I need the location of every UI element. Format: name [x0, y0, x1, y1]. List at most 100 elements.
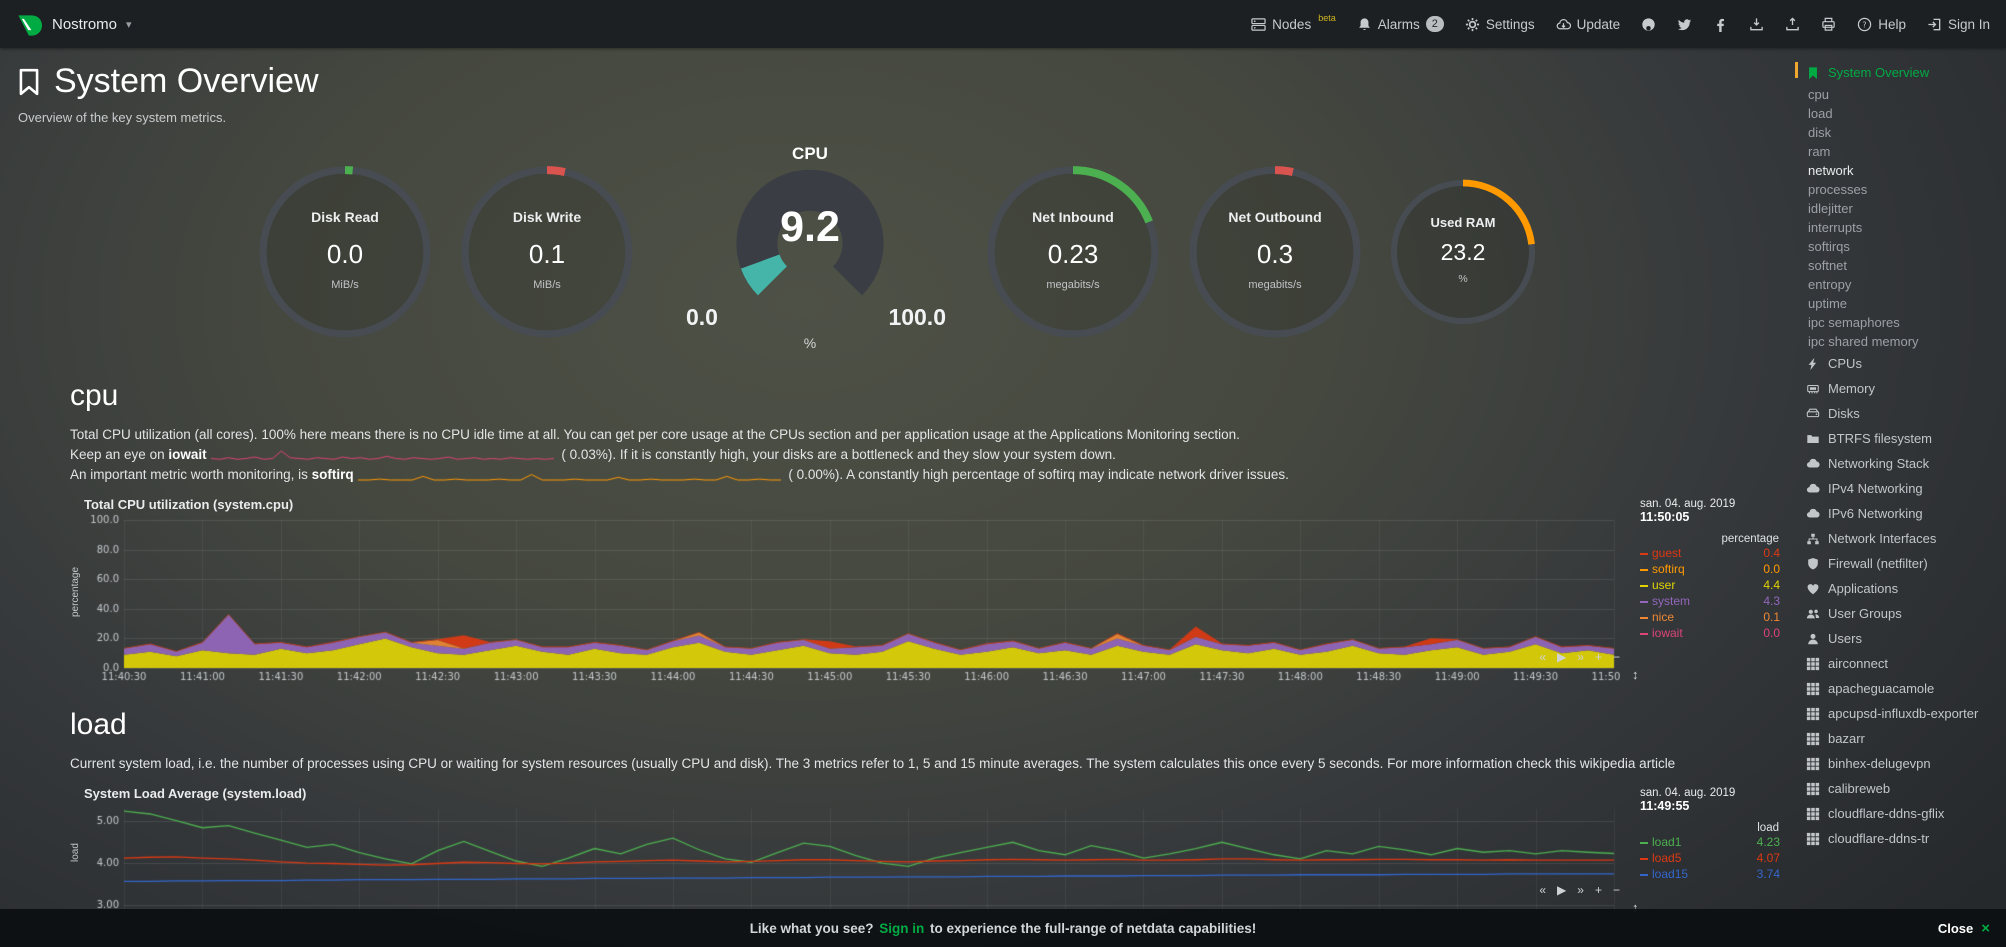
sidebar-item-network-interfaces[interactable]: Network Interfaces: [1806, 526, 1998, 551]
sidebar-item-firewall-netfilter[interactable]: Firewall (netfilter): [1806, 551, 1998, 576]
softirq-sparkline[interactable]: [356, 468, 782, 483]
topbar-item-sign-in[interactable]: Sign In: [1927, 17, 1990, 32]
description-text: ( 0.00%). A constantly high percentage o…: [784, 467, 1289, 482]
load-chart-resize-handle[interactable]: ↕: [1632, 900, 1639, 915]
iowait-sparkline[interactable]: [209, 448, 555, 463]
gauge-disk-read[interactable]: Disk Read 0.0 MiB/s: [256, 163, 434, 341]
chart-toolbar-button[interactable]: −: [1612, 650, 1620, 664]
sidebar-subitem-load[interactable]: load: [1808, 106, 1833, 121]
sidebar-item-apcupsd-influxdb-exporter[interactable]: apcupsd-influxdb-exporter: [1806, 701, 1998, 726]
gauge-net-inbound[interactable]: Net Inbound 0.23 megabits/s: [984, 163, 1162, 341]
grid-icon: [1806, 832, 1820, 846]
sidebar-subitem-ipc-shared-memory[interactable]: ipc shared memory: [1808, 334, 1919, 349]
chart-toolbar-button[interactable]: ▶: [1557, 650, 1567, 664]
sidebar-item-airconnect[interactable]: airconnect: [1806, 651, 1998, 676]
legend-row-system[interactable]: system 4.3: [1640, 593, 1780, 609]
chart-toolbar-button[interactable]: »: [1577, 883, 1584, 897]
legend-row-nice[interactable]: nice 0.1: [1640, 609, 1780, 625]
topbar-item-help[interactable]: ? Help: [1857, 17, 1906, 32]
chart-toolbar-button[interactable]: ▶: [1557, 883, 1567, 897]
gauge-used-ram[interactable]: Used RAM 23.2 %: [1388, 177, 1538, 327]
cpu-chart-ylabel: percentage: [70, 566, 81, 617]
cpu-chart-resize-handle[interactable]: ↕: [1632, 667, 1639, 682]
sidebar-subitem-cpu[interactable]: cpu: [1808, 87, 1829, 102]
legend-row-load15[interactable]: load15 3.74: [1640, 866, 1780, 882]
legend-row-guest[interactable]: guest 0.4: [1640, 545, 1780, 561]
chart-toolbar-button[interactable]: »: [1577, 650, 1584, 664]
sidebar-item-ipv4-networking[interactable]: IPv4 Networking: [1806, 476, 1998, 501]
sidebar-subitem-idlejitter[interactable]: idlejitter: [1808, 201, 1853, 216]
sidebar-item-cloudflare-ddns-tr[interactable]: cloudflare-ddns-tr: [1806, 826, 1998, 851]
legend-row-softirq[interactable]: softirq 0.0: [1640, 561, 1780, 577]
sidebar-item-bazarr[interactable]: bazarr: [1806, 726, 1998, 751]
chart-toolbar-button[interactable]: +: [1594, 883, 1602, 897]
gauge-cpu[interactable]: CPU 9.2 0.0 100.0 %: [660, 141, 960, 359]
cpu-chart-legend: san. 04. aug. 2019 11:50:05 percentage g…: [1630, 497, 1780, 686]
sidebar-item-apacheguacamole[interactable]: apacheguacamole: [1806, 676, 1998, 701]
sidebar-item-calibreweb[interactable]: calibreweb: [1806, 776, 1998, 801]
chart-toolbar-button[interactable]: «: [1539, 883, 1547, 897]
gauge-disk-write[interactable]: Disk Write 0.1 MiB/s: [458, 163, 636, 341]
section-load: load Current system load, i.e. the numbe…: [0, 708, 1794, 919]
sidebar-subitem-interrupts[interactable]: interrupts: [1808, 220, 1863, 235]
legend-row-load5[interactable]: load5 4.07: [1640, 850, 1780, 866]
chart-toolbar-button[interactable]: +: [1594, 650, 1602, 664]
sidebar-subitem-ram[interactable]: ram: [1808, 144, 1831, 159]
sidebar-item-disks[interactable]: Disks: [1806, 401, 1998, 426]
node-selector[interactable]: Nostromo ▾: [16, 11, 132, 38]
net-inbound-ring-icon: [987, 166, 1159, 338]
load-chart: load System Load Average (system.load) «…: [70, 786, 1794, 919]
node-name: Nostromo: [52, 15, 118, 33]
sidebar-subitem-network[interactable]: network: [1808, 163, 1854, 178]
sidebar-item-binhex-delugevpn[interactable]: binhex-delugevpn: [1806, 751, 1998, 776]
legend-dimension-value: 3.74: [1756, 867, 1780, 881]
cloud-icon: [1806, 482, 1820, 496]
grid-icon: [1806, 782, 1820, 796]
legend-dimension-name: load15: [1640, 866, 1688, 882]
sidebar-subitem-processes[interactable]: processes: [1808, 182, 1868, 197]
sidebar-item-cloudflare-ddns-gflix[interactable]: cloudflare-ddns-gflix: [1806, 801, 1998, 826]
sidebar-item-btrfs-filesystem[interactable]: BTRFS filesystem: [1806, 426, 1998, 451]
topbar-item-upload[interactable]: [1785, 16, 1800, 32]
sidebar-subitem-uptime[interactable]: uptime: [1808, 296, 1848, 311]
sidebar-item-user-groups[interactable]: User Groups: [1806, 601, 1998, 626]
sidebar-subitem-entropy[interactable]: entropy: [1808, 277, 1852, 292]
sidebar-item-ipv6-networking[interactable]: IPv6 Networking: [1806, 501, 1998, 526]
chart-toolbar-button[interactable]: −: [1612, 883, 1620, 897]
legend-row-load1[interactable]: load1 4.23: [1640, 834, 1780, 850]
sidebar-item-cpus[interactable]: CPUs: [1806, 351, 1998, 376]
legend-row-iowait[interactable]: iowait 0.0: [1640, 625, 1780, 641]
gauge-title: Net Inbound: [1032, 209, 1114, 225]
sidebar-item-applications[interactable]: Applications: [1806, 576, 1998, 601]
legend-time: 11:50:05: [1640, 510, 1690, 524]
legend-row-user[interactable]: user 4.4: [1640, 577, 1780, 593]
load-chart-canvas[interactable]: [84, 803, 1620, 919]
topbar-item-github[interactable]: [1641, 17, 1656, 32]
grid-icon: [1806, 757, 1820, 771]
topbar-item-facebook[interactable]: [1713, 17, 1728, 32]
signin-link[interactable]: Sign in: [879, 920, 925, 936]
sidebar-subitem-disk[interactable]: disk: [1808, 125, 1832, 140]
topbar-item-update[interactable]: Update: [1556, 17, 1620, 32]
topbar-item-alarms[interactable]: Alarms 2: [1357, 16, 1444, 32]
sidebar-subitem-softnet[interactable]: softnet: [1808, 258, 1848, 273]
banner-close-button[interactable]: Close ×: [1938, 920, 1990, 937]
chart-toolbar-button[interactable]: «: [1539, 650, 1547, 664]
close-icon: ×: [1981, 919, 1990, 937]
sidebar-item-networking-stack[interactable]: Networking Stack: [1806, 451, 1998, 476]
topbar-item-download[interactable]: [1749, 17, 1764, 32]
sidebar-subitem-ipc-semaphores[interactable]: ipc semaphores: [1808, 315, 1900, 330]
topbar-item-print[interactable]: [1821, 17, 1836, 32]
cpu-chart: percentage Total CPU utilization (system…: [70, 497, 1794, 686]
sidebar-subitem-softirqs[interactable]: softirqs: [1808, 239, 1850, 254]
topbar-item-settings[interactable]: Settings: [1465, 17, 1535, 32]
sidebar-item-users[interactable]: Users: [1806, 626, 1998, 651]
sidebar-item-system-overview[interactable]: System Overview: [1806, 60, 1998, 85]
topbar-item-twitter[interactable]: [1677, 17, 1692, 32]
twitter-icon: [1677, 17, 1692, 32]
topbar-item-nodes[interactable]: Nodes beta: [1251, 13, 1336, 32]
gauge-net-outbound[interactable]: Net Outbound 0.3 megabits/s: [1186, 163, 1364, 341]
cpu-chart-canvas[interactable]: [84, 514, 1620, 686]
sidebar-scrollbar[interactable]: [1795, 62, 1798, 78]
sidebar-item-memory[interactable]: Memory: [1806, 376, 1998, 401]
